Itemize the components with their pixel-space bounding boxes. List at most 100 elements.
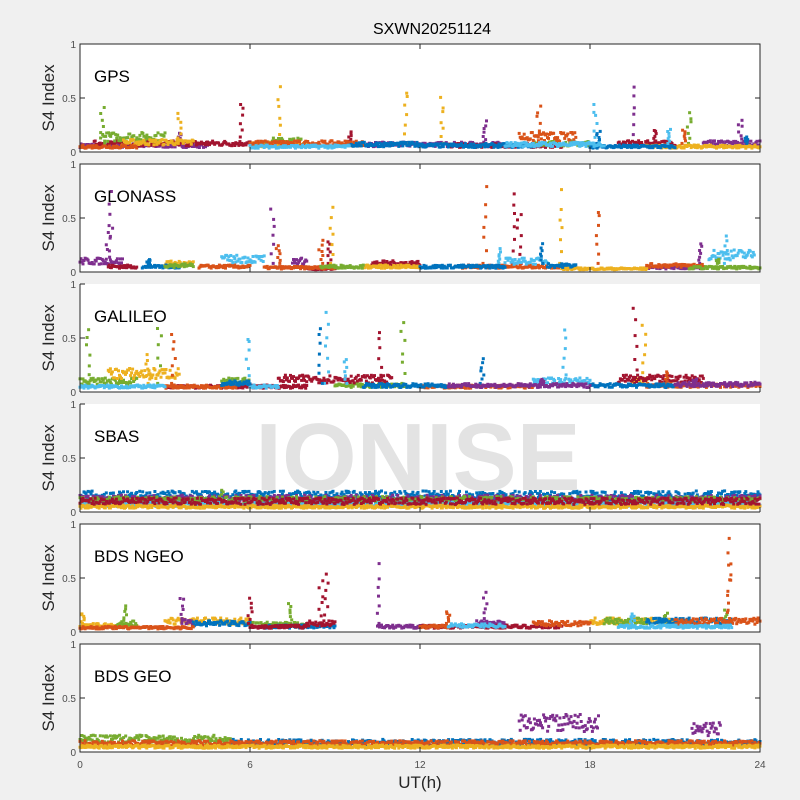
- data-point: [145, 374, 149, 377]
- data-point: [228, 259, 232, 262]
- data-point: [84, 380, 88, 384]
- y-axis-label: S4 Index: [39, 64, 58, 132]
- data-point: [382, 145, 386, 149]
- data-point: [317, 333, 321, 336]
- data-point: [253, 141, 257, 145]
- data-point: [104, 243, 108, 247]
- data-point: [323, 381, 326, 385]
- data-point: [616, 145, 620, 149]
- data-point: [280, 492, 284, 496]
- data-point: [101, 378, 105, 382]
- y-tick-label: 0: [70, 388, 76, 399]
- data-point: [292, 492, 295, 496]
- data-point: [91, 144, 95, 148]
- data-point: [137, 137, 141, 141]
- data-point: [647, 383, 651, 387]
- data-point: [598, 143, 602, 146]
- data-point: [654, 132, 658, 136]
- data-point: [617, 382, 621, 386]
- data-point: [689, 120, 693, 124]
- data-point: [247, 348, 251, 352]
- data-point: [144, 136, 148, 140]
- data-point: [652, 129, 656, 132]
- data-point: [82, 259, 86, 262]
- data-point: [439, 266, 443, 270]
- data-point: [359, 144, 363, 148]
- data-point: [126, 382, 130, 386]
- data-point: [486, 382, 490, 386]
- data-point: [733, 141, 737, 145]
- data-point: [220, 383, 224, 387]
- data-point: [311, 141, 315, 145]
- data-point: [441, 110, 445, 114]
- data-point: [473, 384, 477, 388]
- data-point: [267, 490, 271, 494]
- data-point: [748, 383, 752, 387]
- data-point: [92, 262, 96, 266]
- data-point: [403, 338, 407, 342]
- data-point: [405, 113, 409, 117]
- data-point: [199, 384, 203, 388]
- data-point: [512, 203, 516, 207]
- data-point: [351, 384, 355, 388]
- data-point: [232, 265, 236, 269]
- data-point: [216, 492, 220, 496]
- data-point: [331, 253, 335, 256]
- data-point: [476, 145, 480, 149]
- data-point: [678, 374, 682, 378]
- data-point: [138, 140, 142, 144]
- data-point: [171, 263, 175, 267]
- plot-area: [80, 44, 760, 152]
- data-point: [636, 142, 640, 145]
- data-point: [175, 373, 179, 377]
- data-point: [214, 492, 218, 496]
- data-point: [159, 139, 163, 143]
- data-point: [247, 379, 251, 383]
- data-point: [736, 144, 740, 148]
- data-point: [650, 378, 654, 382]
- data-point: [742, 383, 746, 387]
- data-point: [117, 369, 120, 373]
- data-point: [359, 385, 363, 389]
- data-point: [256, 255, 260, 258]
- data-point: [362, 374, 366, 378]
- data-point: [716, 142, 719, 146]
- data-point: [473, 146, 477, 149]
- data-point: [520, 141, 524, 145]
- data-point: [340, 141, 344, 145]
- data-point: [118, 136, 122, 140]
- data-point: [725, 266, 729, 270]
- data-point: [87, 328, 91, 332]
- data-point: [737, 265, 741, 269]
- data-point: [329, 258, 333, 262]
- data-point: [460, 140, 463, 144]
- data-point: [631, 133, 635, 137]
- data-point: [478, 381, 482, 385]
- data-point: [420, 142, 424, 146]
- data-point: [597, 136, 601, 139]
- data-point: [689, 379, 693, 382]
- data-point: [404, 382, 408, 386]
- data-point: [514, 263, 518, 267]
- data-point: [120, 377, 123, 380]
- data-point: [426, 386, 430, 390]
- data-point: [632, 123, 636, 127]
- data-point: [655, 382, 659, 386]
- data-point: [281, 383, 285, 387]
- data-point: [583, 143, 587, 147]
- data-point: [531, 262, 535, 266]
- data-point: [288, 385, 291, 389]
- data-point: [586, 142, 590, 146]
- data-point: [79, 142, 83, 146]
- data-point: [536, 263, 540, 267]
- data-point: [621, 373, 625, 377]
- data-point: [136, 383, 140, 387]
- data-point: [399, 263, 403, 267]
- data-point: [275, 144, 279, 148]
- data-point: [297, 260, 301, 264]
- data-point: [519, 213, 523, 217]
- data-point: [123, 370, 126, 374]
- data-point: [241, 106, 245, 110]
- data-point: [213, 490, 217, 494]
- data-point: [130, 491, 134, 495]
